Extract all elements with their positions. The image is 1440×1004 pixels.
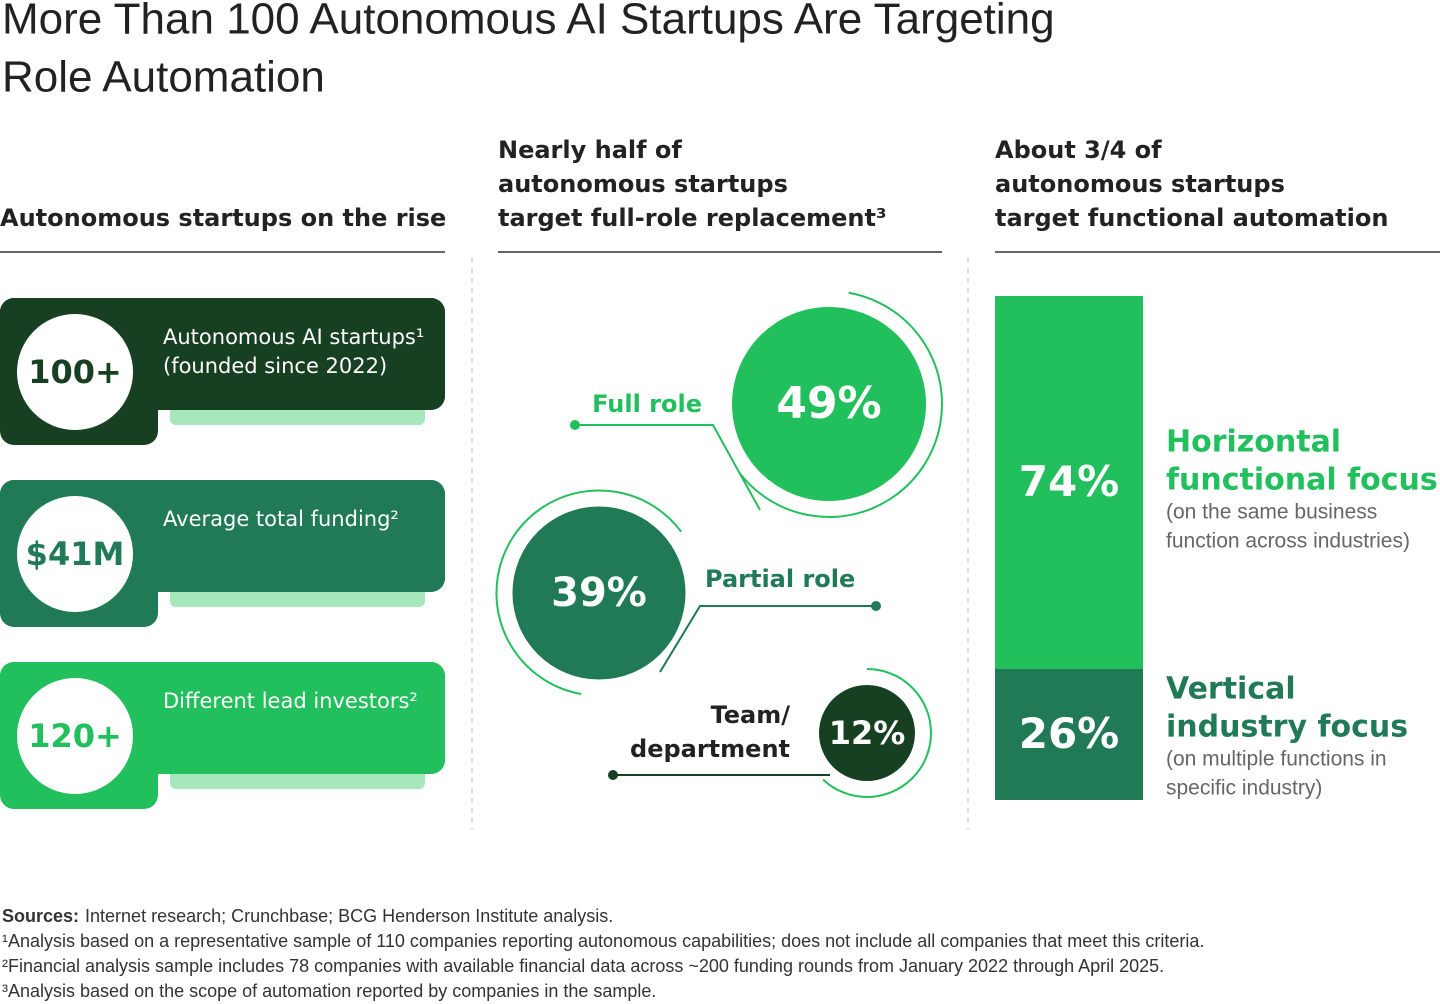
- segment-name: department: [630, 735, 790, 763]
- segment-name: Team/: [711, 701, 791, 729]
- stacked-bar: [995, 296, 1143, 669]
- segment-name: Full role: [592, 390, 702, 418]
- ring: [495, 489, 703, 697]
- leader-line: [575, 424, 761, 511]
- sources-text: Internet research; Crunchbase; BCG Hende…: [85, 906, 613, 926]
- ring: [801, 667, 933, 799]
- bar-note: (on multiple functions in: [1166, 748, 1387, 771]
- ring: [715, 289, 943, 518]
- share-circle: [512, 506, 686, 680]
- section-heading: target full-role replacement³: [498, 204, 887, 232]
- leader-dot: [871, 601, 881, 611]
- card-label: (founded since 2022): [163, 354, 387, 378]
- segment-name: Partial role: [705, 565, 855, 593]
- share-label: 49%: [776, 378, 881, 429]
- leader-dot: [608, 770, 618, 780]
- figure-circle: [17, 678, 133, 794]
- bar-label: 74%: [1019, 457, 1120, 506]
- leader-line: [659, 605, 876, 673]
- bar-title: Horizontal: [1166, 425, 1341, 460]
- card-label: Average total funding²: [163, 507, 399, 531]
- stacked-bar: [995, 668, 1143, 800]
- title: More Than 100 Autonomous AI Startups Are…: [2, 0, 1055, 44]
- bar-note: (on the same business: [1166, 501, 1377, 524]
- figure-circle: [17, 496, 133, 612]
- section-heading: Nearly half of: [498, 136, 682, 164]
- section-heading: About 3/4 of: [995, 136, 1162, 164]
- bar-title: industry focus: [1166, 710, 1408, 745]
- sources-label: Sources:: [2, 906, 79, 926]
- footnote: ³Analysis based on the scope of automati…: [2, 981, 656, 1001]
- card-label: Different lead investors²: [163, 689, 418, 713]
- card-figure: $41M: [26, 535, 125, 573]
- footnote: ²Financial analysis sample includes 78 c…: [2, 956, 1164, 976]
- section-heading: target functional automation: [995, 204, 1388, 232]
- bar-title: Vertical: [1166, 672, 1296, 707]
- bar-title: functional focus: [1166, 463, 1438, 498]
- card-label: Autonomous AI startups¹: [163, 325, 424, 349]
- section-heading: Autonomous startups on the rise: [0, 204, 446, 232]
- bar-note: specific industry): [1166, 777, 1322, 800]
- share-label: 39%: [551, 570, 647, 616]
- bar-note: function across industries): [1166, 530, 1410, 553]
- leader-dot: [570, 420, 580, 430]
- section-heading: autonomous startups: [498, 170, 788, 198]
- card-figure: 120+: [28, 717, 122, 755]
- share-circle: [732, 307, 926, 501]
- title: Role Automation: [2, 53, 325, 102]
- figure-circle: [17, 314, 133, 430]
- share-label: 12%: [829, 714, 906, 752]
- section-heading: autonomous startups: [995, 170, 1285, 198]
- share-circle: [818, 684, 916, 782]
- bar-label: 26%: [1019, 709, 1120, 758]
- card-figure: 100+: [28, 353, 122, 391]
- footnote: ¹Analysis based on a representative samp…: [2, 931, 1204, 951]
- sources: Sources: Internet research; Crunchbase; B…: [2, 906, 613, 926]
